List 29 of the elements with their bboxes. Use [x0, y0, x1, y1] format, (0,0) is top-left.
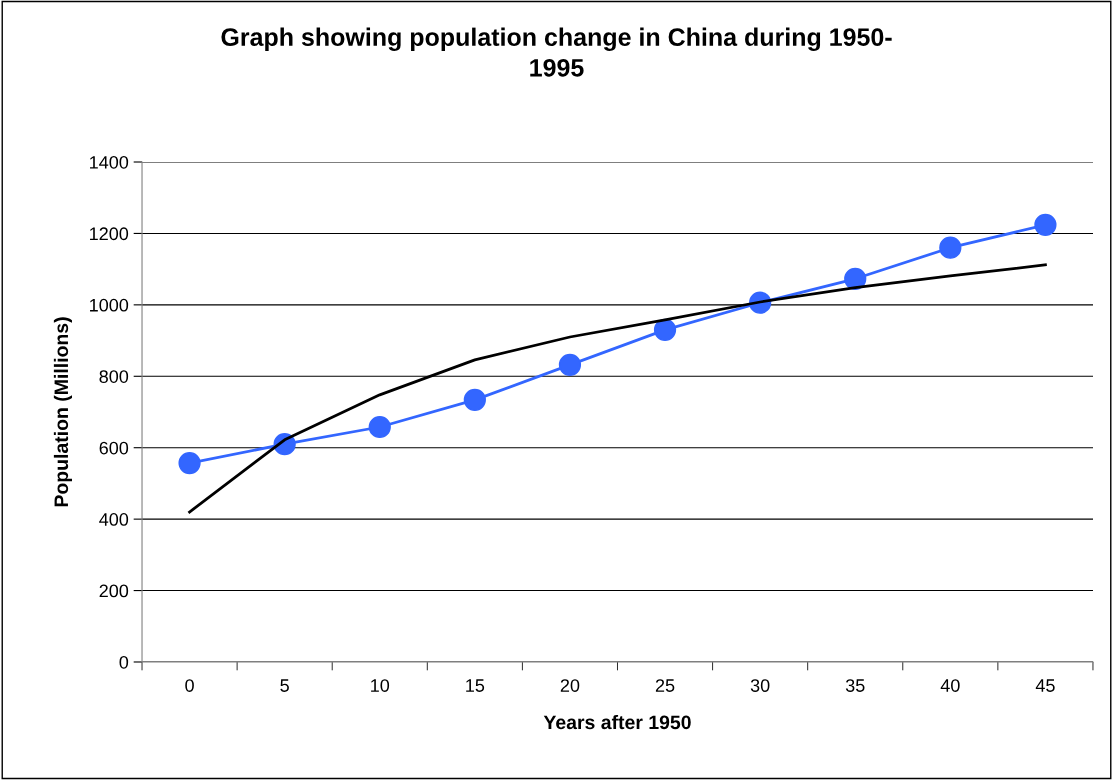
point — [558, 353, 582, 376]
x-tick-label: 0 — [185, 679, 194, 692]
x-tick-label: 25 — [655, 679, 675, 692]
y-tick-label: 200 — [99, 584, 129, 598]
x-tick-label: 10 — [371, 679, 390, 692]
chart-title: Graph showing population change in China during 1950- 1995 — [221, 27, 892, 77]
y-tick-label: 400 — [99, 513, 129, 526]
x-tick-label: 45 — [1035, 679, 1055, 692]
x-tick-label: 35 — [845, 679, 865, 692]
y-tick-label: 1000 — [90, 298, 129, 312]
y-tick-label: 0 — [119, 655, 129, 669]
point — [178, 451, 201, 475]
y-axis-title: Population (Millions) — [53, 317, 72, 507]
x-tick-label: 40 — [940, 679, 960, 692]
point — [463, 388, 486, 411]
x-tick-label: 5 — [280, 679, 289, 692]
x-tick-label: 30 — [750, 679, 770, 692]
y-tick-label: 800 — [99, 370, 129, 383]
y-tick-label: 600 — [99, 441, 129, 455]
y-tick-label: 1200 — [90, 227, 129, 241]
point — [368, 415, 391, 439]
point — [653, 318, 677, 341]
point — [939, 236, 962, 259]
x-tick-label: 20 — [560, 679, 580, 692]
point — [844, 267, 867, 290]
point — [1034, 213, 1057, 236]
x-axis-title: Years after 1950 — [543, 714, 691, 730]
y-tick-label: 1400 — [90, 155, 129, 169]
x-tick-label: 15 — [466, 679, 485, 692]
